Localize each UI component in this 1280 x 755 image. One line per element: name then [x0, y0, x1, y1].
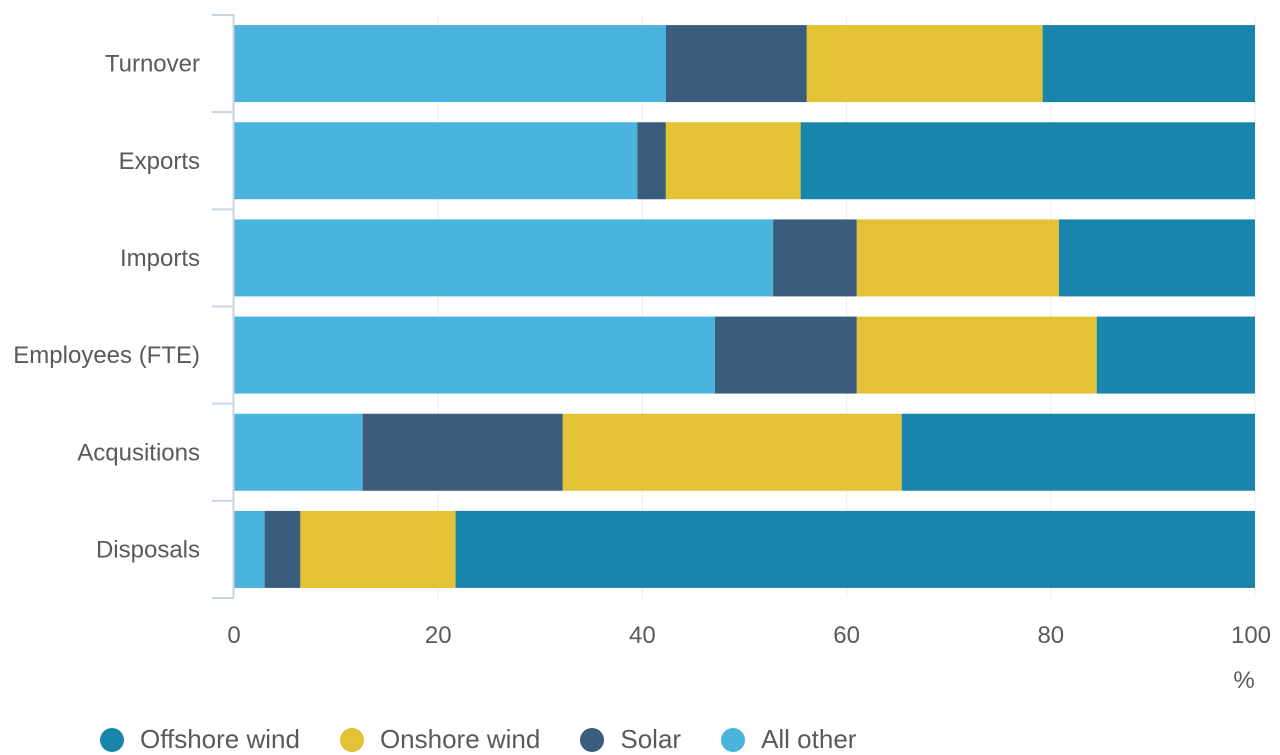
legend-label: Onshore wind: [379, 724, 541, 754]
bar-segment: [234, 25, 666, 103]
legend: Offshore wind Onshore wind Solar All other: [100, 724, 896, 755]
bar-segment: [856, 219, 1059, 297]
bar-segment: [665, 122, 801, 200]
bar-segment: [665, 25, 807, 103]
bar-segment: [234, 219, 774, 297]
bar-segment: [856, 316, 1097, 394]
legend-swatch: [100, 727, 124, 752]
bar-segment: [1096, 316, 1255, 394]
legend-swatch: [339, 727, 364, 752]
x-tick-label: 20: [425, 622, 452, 649]
legend-label: Offshore wind: [140, 724, 300, 754]
category-label: Imports: [120, 245, 200, 272]
bar-segment: [800, 122, 1255, 200]
x-tick-label: 60: [833, 622, 860, 649]
legend-swatch: [721, 727, 746, 752]
legend-label: All other: [761, 724, 857, 754]
bar-segment: [234, 122, 638, 200]
category-label: Acqusitions: [77, 439, 200, 466]
legend-item[interactable]: Onshore wind: [339, 724, 541, 755]
x-tick-label: 100: [1231, 622, 1271, 649]
category-label: Turnover: [105, 51, 200, 78]
bar-segment: [234, 510, 265, 588]
bar-segment: [637, 122, 666, 200]
legend-swatch: [580, 727, 605, 752]
category-label: Disposals: [96, 536, 200, 563]
category-labels: Turnover Exports Imports Employees (FTE) Acq…: [13, 51, 200, 564]
category-label: Employees (FTE): [13, 342, 200, 369]
bar-segment: [562, 413, 902, 491]
bar-segment: [806, 25, 1043, 103]
bar-segment: [300, 510, 456, 588]
bar-segment: [455, 510, 1255, 588]
x-tick-label: 40: [629, 622, 656, 649]
legend-item[interactable]: All other: [721, 724, 856, 755]
bar-segment: [773, 219, 857, 297]
stacked-bar-chart: Turnover Exports Imports Employees (FTE) Acq…: [13, 14, 1271, 694]
x-tick-label: 80: [1037, 622, 1064, 649]
legend-label: Solar: [620, 724, 682, 754]
legend-item[interactable]: Offshore wind: [100, 724, 300, 755]
bars: [234, 25, 1255, 588]
x-tick-label: 0: [227, 622, 240, 649]
legend-item[interactable]: Solar: [580, 724, 681, 755]
bar-segment: [234, 316, 715, 394]
x-unit-label: %: [1233, 667, 1254, 694]
bar-segment: [234, 413, 363, 491]
bar-segment: [901, 413, 1255, 491]
bar-segment: [1042, 25, 1255, 103]
bar-segment: [714, 316, 857, 394]
bar-segment: [264, 510, 301, 588]
x-tick-labels: 0 20 40 60 80 100: [227, 622, 1271, 649]
axes: [212, 14, 235, 599]
category-label: Exports: [119, 148, 200, 175]
bar-segment: [1058, 219, 1255, 297]
bar-segment: [362, 413, 563, 491]
gridlines: [233, 15, 1256, 598]
